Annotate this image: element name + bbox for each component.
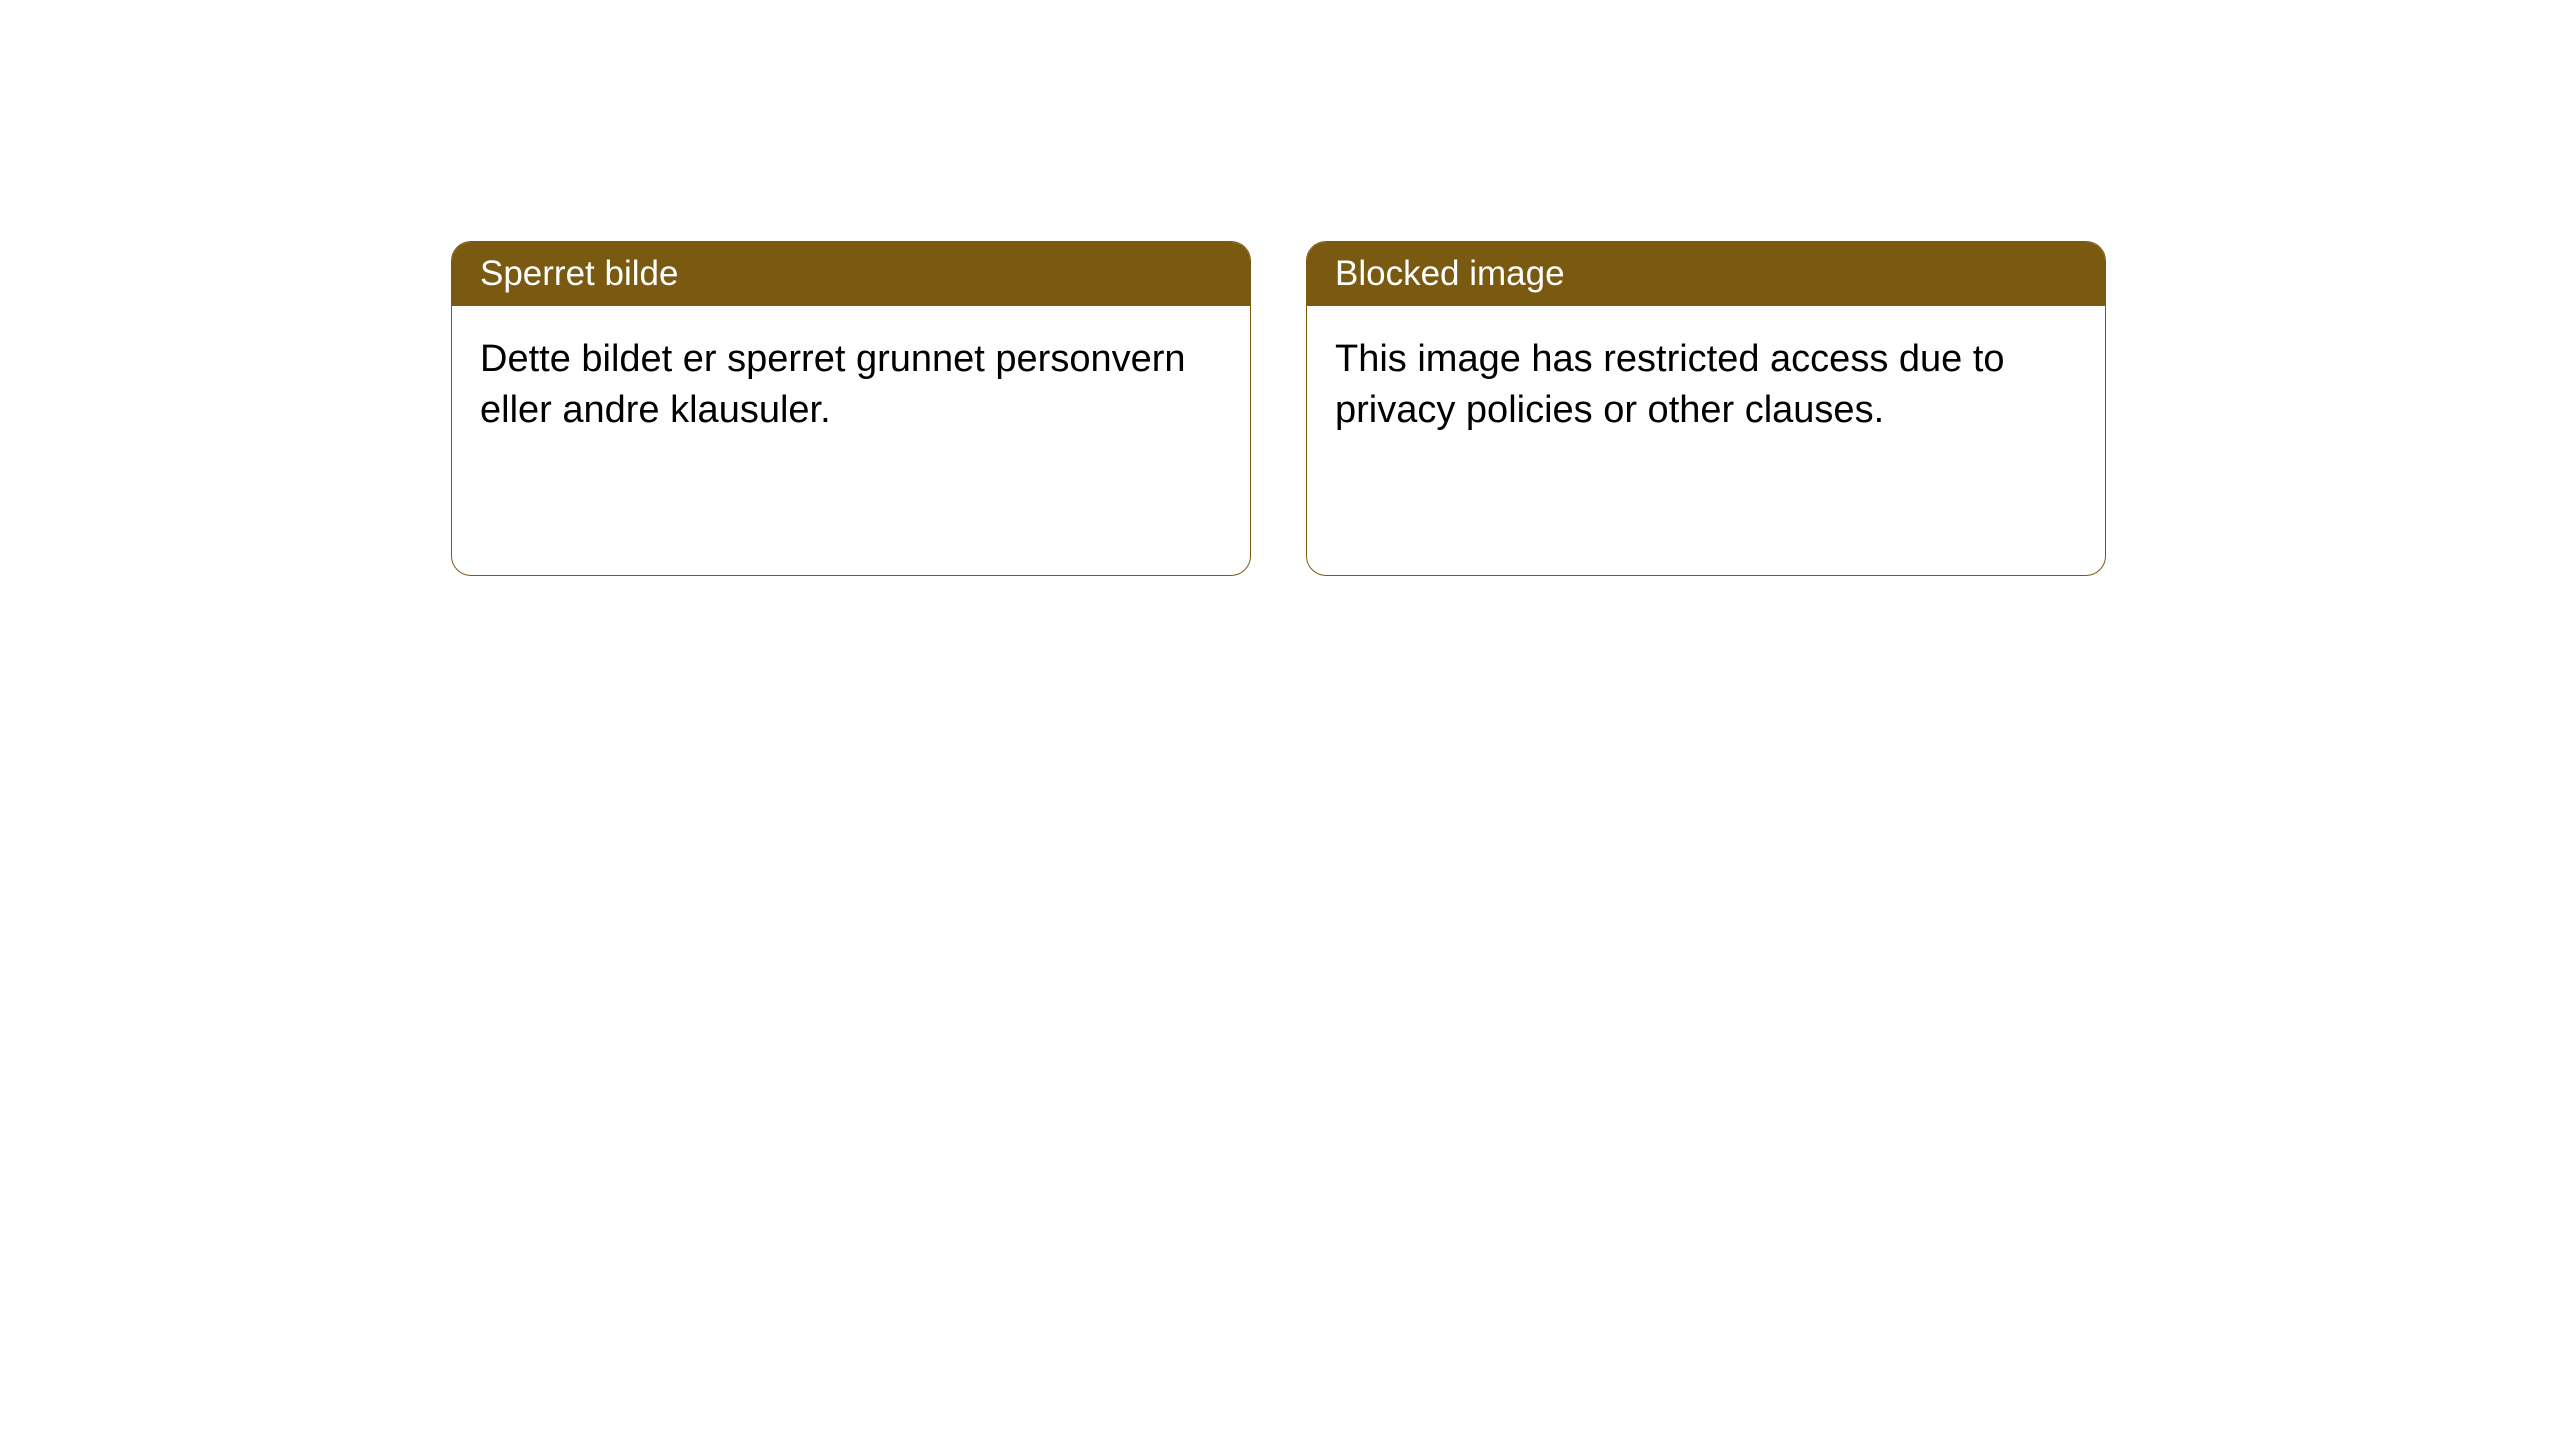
card-body: Dette bildet er sperret grunnet personve… [452,306,1250,465]
notice-card-norwegian: Sperret bilde Dette bildet er sperret gr… [451,241,1251,576]
card-header: Sperret bilde [452,242,1250,306]
card-header: Blocked image [1307,242,2105,306]
card-title: Blocked image [1335,254,1565,293]
notice-card-english: Blocked image This image has restricted … [1306,241,2106,576]
card-title: Sperret bilde [480,254,678,293]
card-body-text: This image has restricted access due to … [1335,338,2005,431]
notice-cards-container: Sperret bilde Dette bildet er sperret gr… [451,241,2106,576]
card-body: This image has restricted access due to … [1307,306,2105,465]
card-body-text: Dette bildet er sperret grunnet personve… [480,338,1186,431]
